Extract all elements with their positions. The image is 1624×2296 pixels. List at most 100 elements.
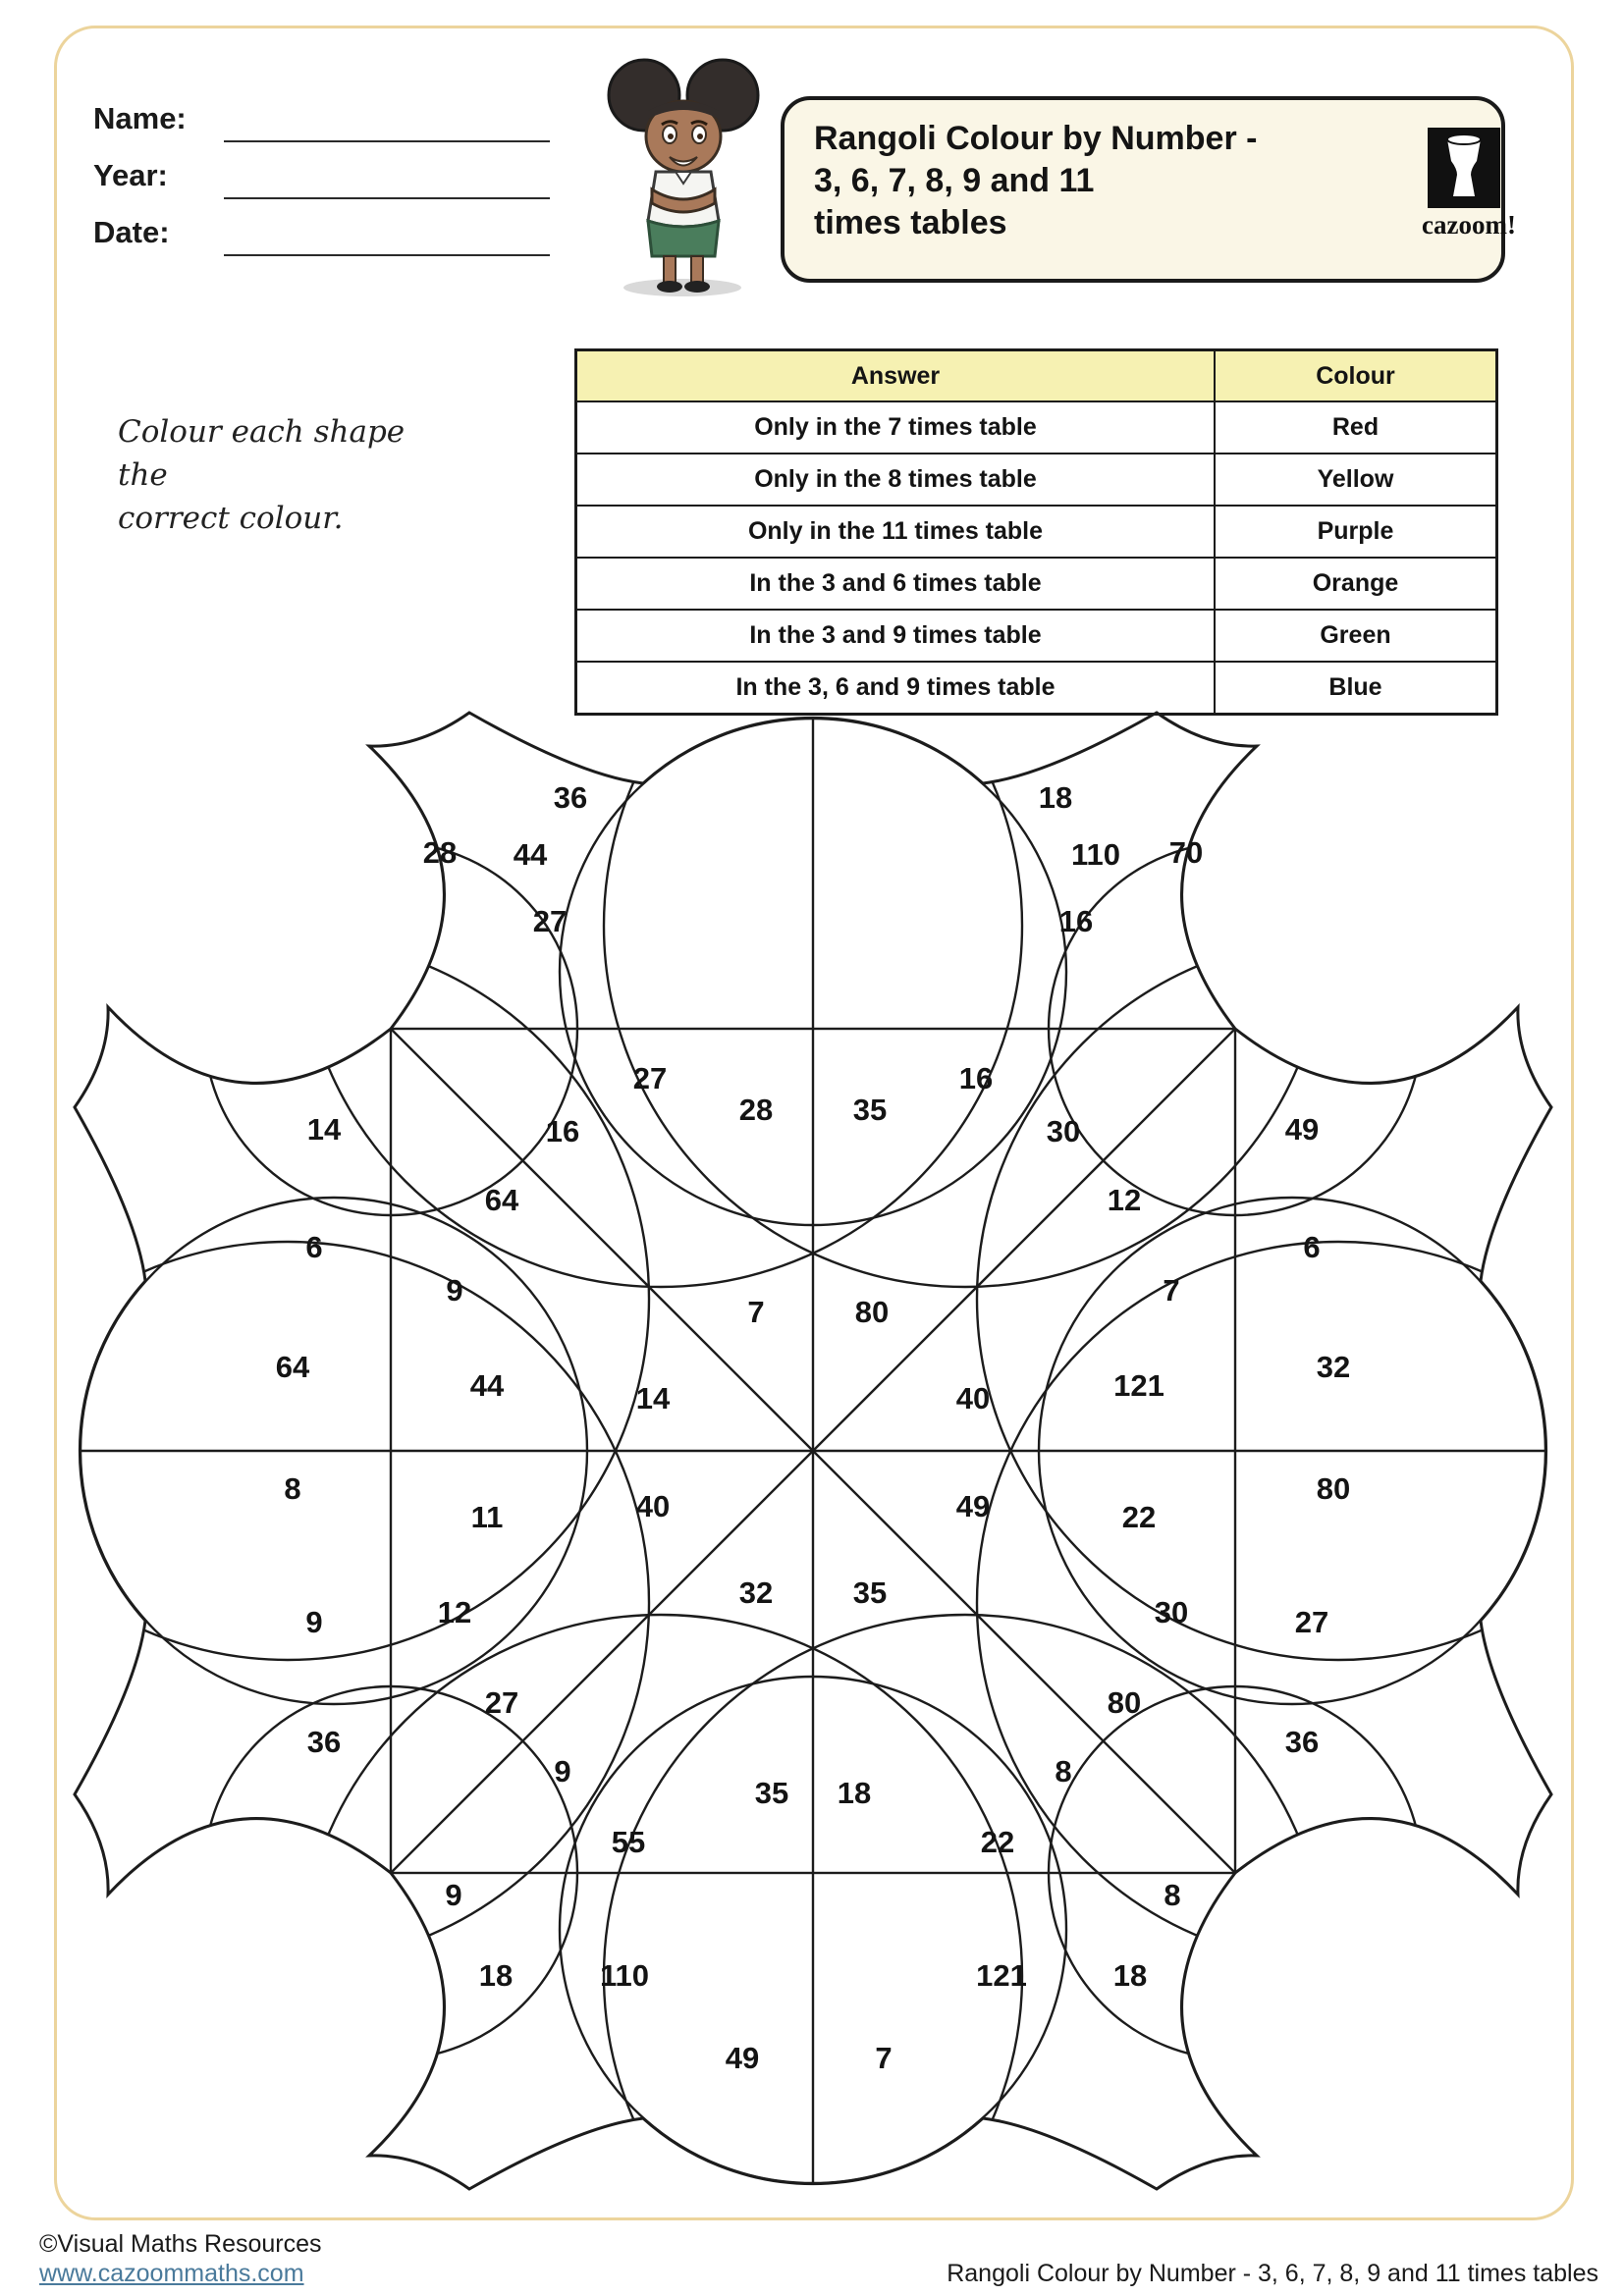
rangoli-number: 32: [739, 1575, 773, 1610]
rangoli-number: 22: [1122, 1500, 1156, 1534]
rangoli-number: 14: [636, 1381, 671, 1415]
year-label: Year:: [93, 158, 168, 192]
brand-logo-text: cazoom!: [1422, 210, 1516, 240]
rangoli-number: 12: [1108, 1183, 1141, 1217]
key-table-row: Only in the 7 times table Red: [574, 400, 1498, 454]
rangoli-number: 121: [976, 1958, 1027, 1993]
rangoli-number: 35: [755, 1776, 788, 1810]
rangoli-number: 110: [600, 1958, 649, 1993]
rangoli-number: 8: [284, 1471, 300, 1506]
rangoli-number: 7: [875, 2041, 892, 2075]
rangoli-number: 35: [853, 1093, 887, 1127]
answer-cell: In the 3 and 6 times table: [574, 557, 1216, 611]
drum-icon: [1428, 128, 1500, 208]
rangoli-number: 18: [1113, 1958, 1147, 1993]
colour-cell: Yellow: [1214, 453, 1498, 507]
rangoli-number: 28: [423, 835, 457, 870]
colour-cell: Blue: [1214, 661, 1498, 716]
rangoli-number: 8: [1164, 1878, 1180, 1912]
rangoli-number: 32: [1317, 1350, 1350, 1384]
student-illustration: [607, 58, 760, 296]
title-line-3: times tables: [814, 204, 1007, 241]
rangoli-number: 64: [485, 1183, 519, 1217]
rangoli-number: 22: [981, 1825, 1014, 1859]
rangoli-number: 16: [959, 1061, 993, 1095]
instruction-line-1: Colour each shape the: [118, 414, 406, 493]
rangoli-number: 44: [470, 1368, 505, 1403]
answer-cell: In the 3 and 9 times table: [574, 609, 1216, 663]
worksheet-title-box: Rangoli Colour by Number - 3, 6, 7, 8, 9…: [781, 96, 1505, 283]
rangoli-number: 36: [1285, 1725, 1319, 1759]
sweep-circle-se-upper: [975, 1240, 1551, 1966]
rangoli-number: 30: [1047, 1114, 1080, 1148]
rangoli-number: 55: [612, 1825, 645, 1859]
rangoli-number: 40: [956, 1381, 990, 1415]
rangoli-number: 49: [1285, 1112, 1319, 1147]
colour-cell: Red: [1214, 400, 1498, 454]
name-label: Name:: [93, 101, 187, 135]
sweep-circle-nw-upper: [298, 713, 1024, 1289]
rangoli-number: 110: [1071, 837, 1120, 872]
rangoli-number: 11: [471, 1500, 504, 1534]
rangoli-number: 18: [1039, 780, 1072, 815]
date-label: Date:: [93, 215, 170, 249]
rangoli-number: 14: [307, 1112, 342, 1147]
rangoli-number: 27: [1295, 1605, 1328, 1639]
rangoli-number: 12: [438, 1595, 471, 1629]
colour-cell: Orange: [1214, 557, 1498, 611]
rangoli-number: 70: [1169, 835, 1203, 870]
colour-column-header: Colour: [1214, 348, 1498, 402]
rangoli-number: 7: [1163, 1273, 1179, 1308]
year-field-line[interactable]: [224, 197, 550, 199]
footer-link[interactable]: www.cazoommaths.com: [39, 2260, 304, 2287]
key-table-row: In the 3, 6 and 9 times table Blue: [574, 661, 1498, 716]
name-field-line[interactable]: [224, 140, 550, 142]
rangoli-number: 9: [446, 1273, 462, 1308]
rangoli-number: 80: [1108, 1685, 1141, 1720]
rangoli-number: 6: [305, 1230, 322, 1264]
sweep-circle-sw-upper: [75, 1240, 651, 1966]
rangoli-number: 44: [514, 837, 548, 872]
rangoli-number: 121: [1113, 1368, 1164, 1403]
answer-cell: Only in the 7 times table: [574, 400, 1216, 454]
rangoli-number: 40: [636, 1489, 670, 1523]
page-border: [54, 26, 1574, 2220]
rangoli-number: 9: [554, 1754, 570, 1789]
answer-cell: In the 3, 6 and 9 times table: [574, 661, 1216, 716]
rangoli-number: 16: [546, 1114, 579, 1148]
answer-cell: Only in the 8 times table: [574, 453, 1216, 507]
colour-key-table: Answer Colour Only in the 7 times table R…: [574, 348, 1498, 716]
answer-cell: Only in the 11 times table: [574, 505, 1216, 559]
sweep-circle-ne-lower: [975, 935, 1551, 1662]
sweep-circle-nw-lower: [75, 935, 651, 1662]
title-line-1: Rangoli Colour by Number -: [814, 120, 1258, 157]
key-table-row: Only in the 8 times table Yellow: [574, 453, 1498, 507]
rangoli-number: 8: [1055, 1754, 1071, 1789]
key-table-row: In the 3 and 9 times table Green: [574, 609, 1498, 663]
rangoli-number: 80: [855, 1295, 889, 1329]
instruction-line-2: correct colour.: [118, 501, 344, 536]
sweep-circle-ne-upper: [602, 713, 1328, 1289]
sweep-circle-sw-lower: [298, 1613, 1024, 2189]
footer-doc-title: Rangoli Colour by Number - 3, 6, 7, 8, 9…: [947, 2260, 1598, 2287]
instruction-text: Colour each shape the correct colour.: [118, 410, 412, 540]
rangoli-number: 27: [633, 1061, 667, 1095]
rangoli-number: 16: [1059, 904, 1093, 938]
colour-cell: Green: [1214, 609, 1498, 663]
footer-copyright: ©Visual Maths Resources: [39, 2230, 322, 2258]
sweep-circle-se-lower: [602, 1613, 1328, 2189]
rangoli-number: 30: [1155, 1595, 1188, 1629]
rangoli-number: 49: [726, 2041, 759, 2075]
date-field-line[interactable]: [224, 254, 550, 256]
brand-logo: cazoom!: [1422, 128, 1516, 240]
rangoli-number: 35: [853, 1575, 887, 1610]
title-line-2: 3, 6, 7, 8, 9 and 11: [814, 162, 1095, 199]
rangoli-number: 27: [485, 1685, 518, 1720]
rangoli-number: 18: [479, 1958, 513, 1993]
rangoli-number: 18: [838, 1776, 871, 1810]
rangoli-number: 7: [747, 1295, 764, 1329]
illustration-shadow: [623, 279, 741, 296]
key-table-row: In the 3 and 6 times table Orange: [574, 557, 1498, 611]
